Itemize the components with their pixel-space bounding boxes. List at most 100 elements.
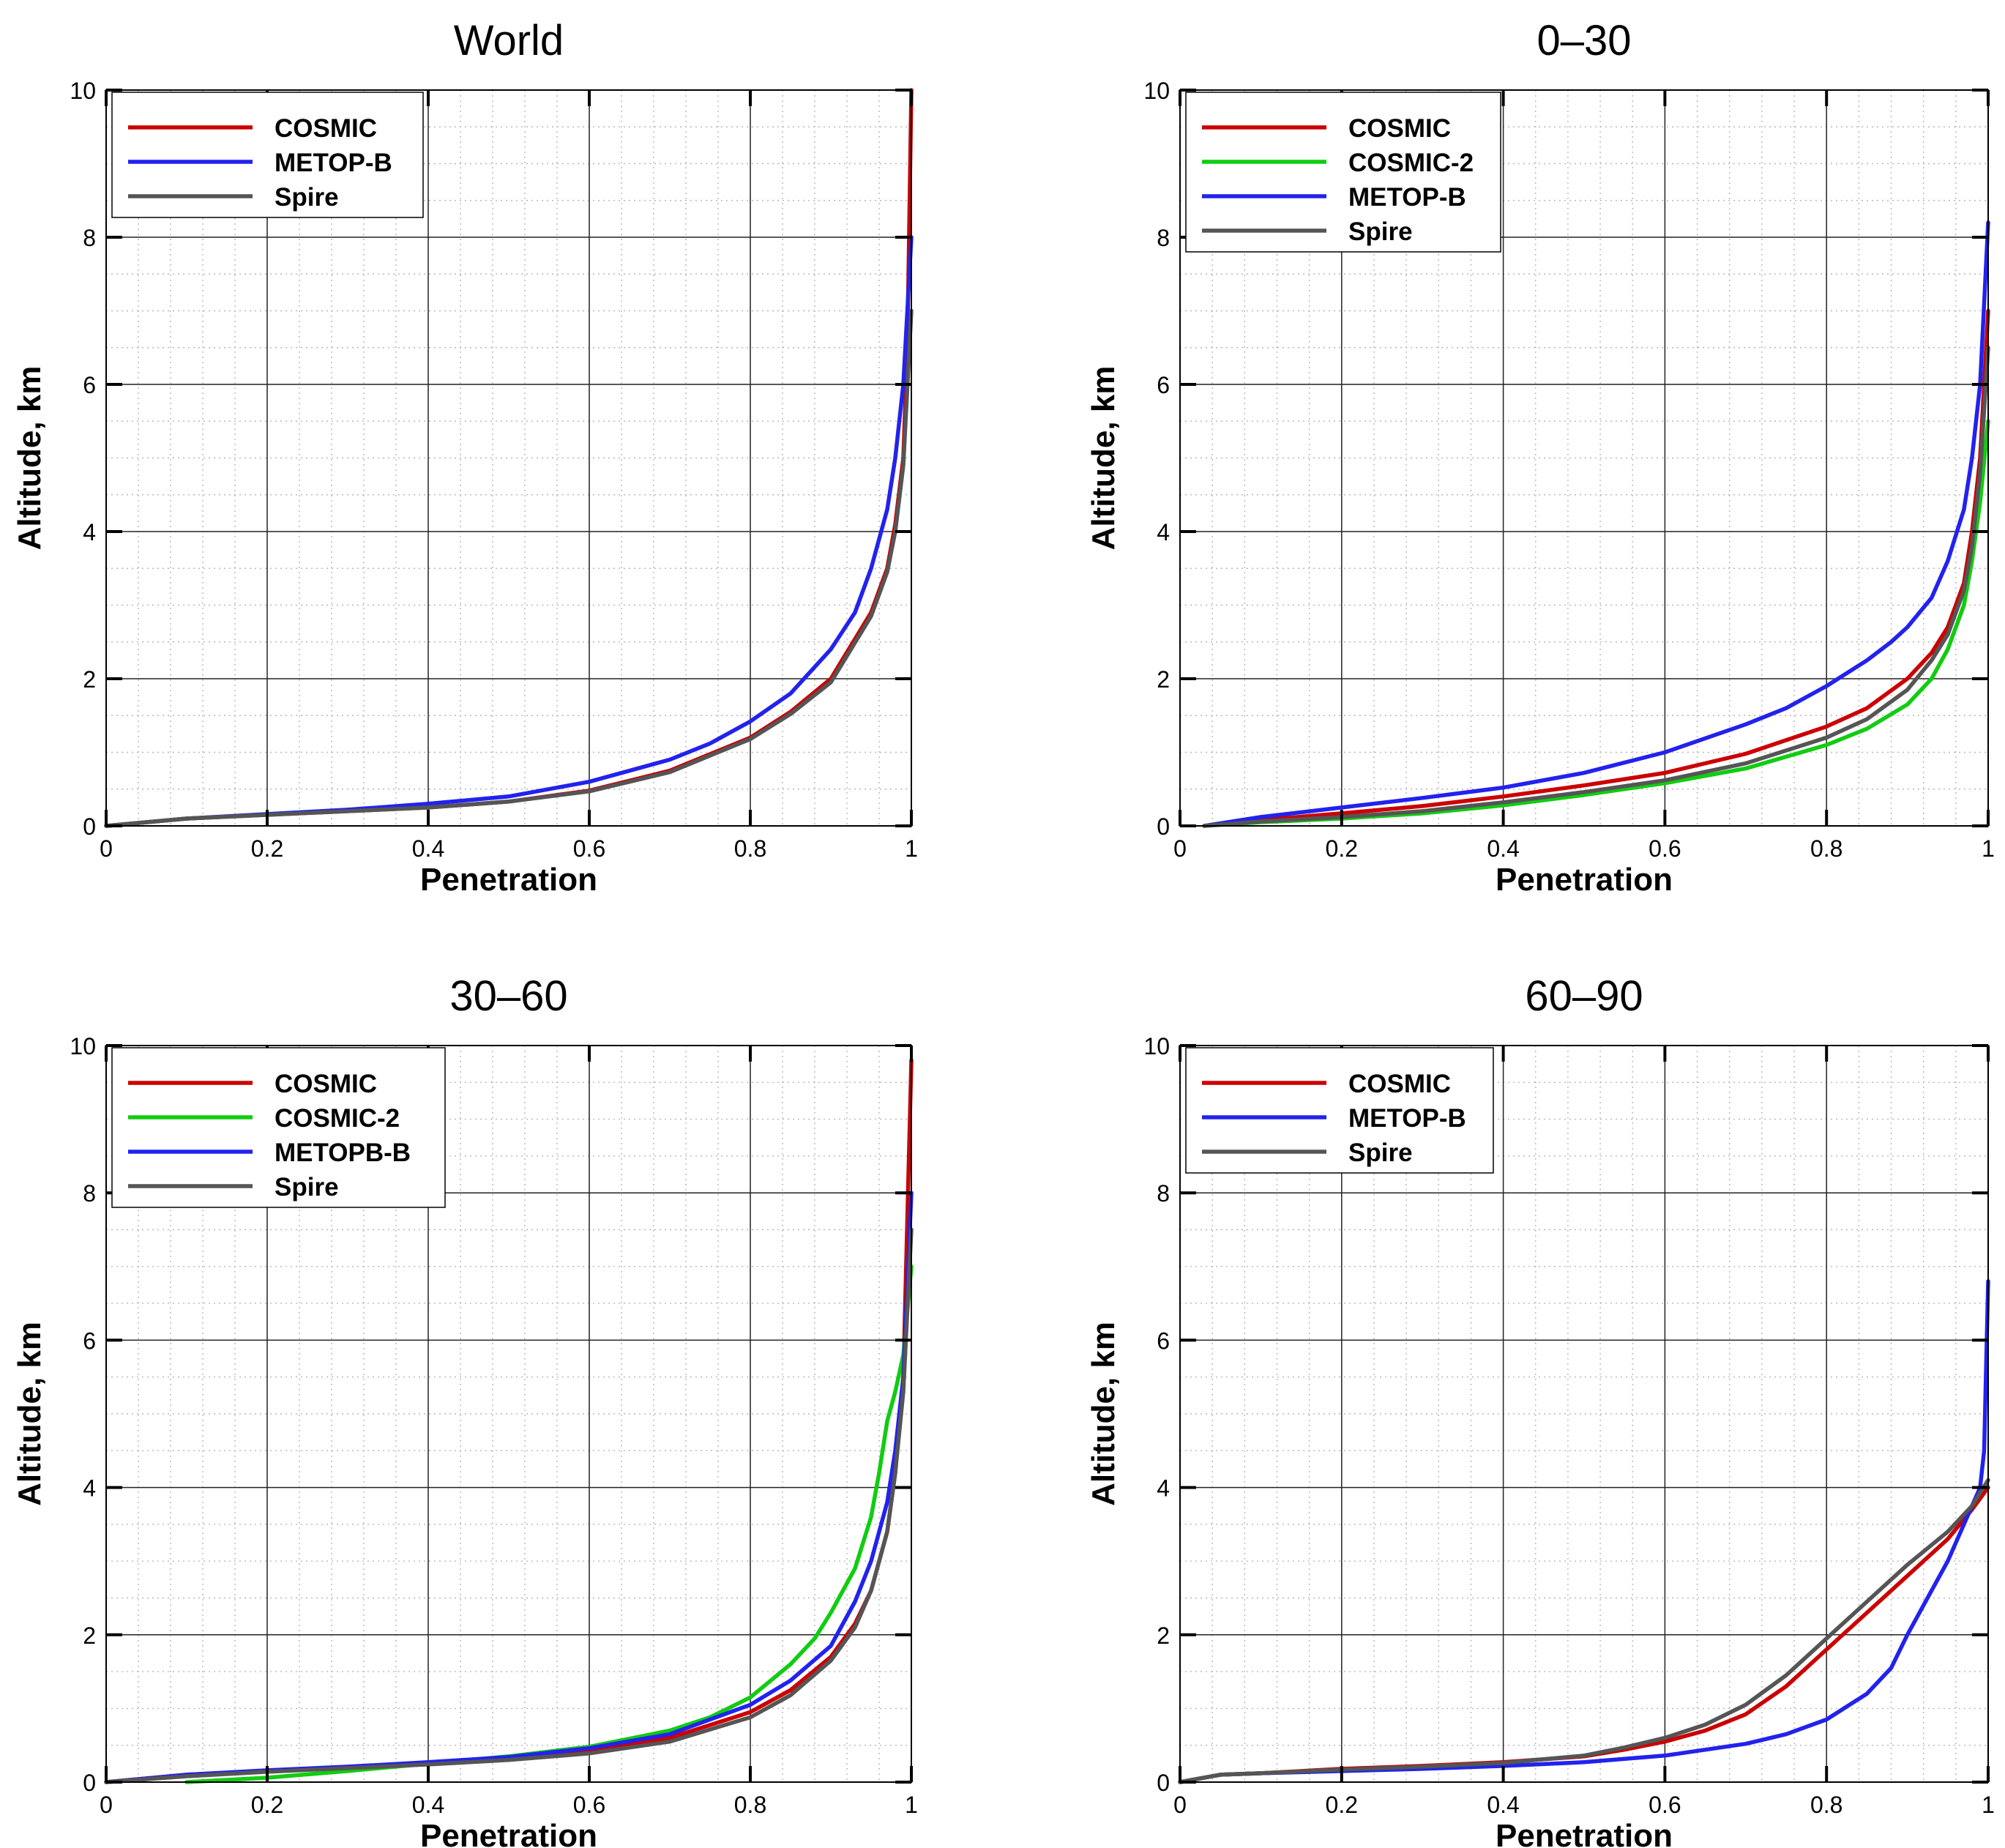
series-line-spire [104,1227,914,1784]
x-tick-label: 0 [100,835,113,862]
chart-panel-2: 0 0.2 0.4 0.6 0.8 102468100–30PenetrationAlti… [1086,17,1995,898]
y-tick-label: 8 [83,1180,96,1207]
x-tick-label: 0.6 [573,1792,605,1818]
chart-panel-4: 0 0.2 0.4 0.6 0.8 1024681060–90PenetrationAlt… [1086,972,1995,1848]
y-tick-label: 4 [1157,519,1170,545]
x-tick-label: 0.8 [734,835,766,862]
series-lines [1202,220,1990,828]
legend-label: METOP-B [275,149,392,177]
chart-panel-3: 0 0.2 0.4 0.6 0.8 1024681030–60PenetrationAlt… [12,972,918,1848]
y-axis-label: Altitude, km [12,366,48,551]
legend-label: COSMIC [275,1070,377,1098]
x-tick-label: 0 [1173,1792,1187,1818]
series-line-metop-b [1178,1279,1990,1784]
plot-frame [1179,89,1989,827]
x-tick-label: 1 [1982,1792,1995,1818]
series-line-cosmic-2 [1202,419,1990,828]
x-tick-label: 0.2 [1326,835,1358,862]
legend-label: COSMIC [1348,1070,1451,1098]
x-tick-label: 1 [1982,835,1995,862]
y-tick-label: 4 [83,1475,96,1502]
series-lines [1178,1279,1990,1784]
y-tick-label: 4 [1157,1475,1170,1502]
y-tick-label: 6 [83,1327,96,1354]
y-tick-label: 6 [1157,372,1170,398]
x-axis-label: Penetration [1496,1818,1673,1848]
y-tick-label: 8 [83,225,96,251]
y-tick-label: 0 [1157,813,1170,840]
x-tick-label: 0.4 [412,1792,444,1818]
x-tick-label: 0.6 [1649,835,1681,862]
x-tick-label: 0.6 [573,835,605,862]
x-axis-label: Penetration [420,862,597,898]
chart-title: 60–90 [1525,972,1643,1020]
series-line-metop-b [1202,220,1990,828]
legend: COSMIC METOP-B Spire [111,92,424,218]
series-line-cosmic-2 [184,1264,914,1784]
legend-label: Spire [275,183,339,212]
y-tick-label: 10 [70,1033,96,1059]
y-tick-label: 10 [70,78,96,104]
y-tick-label: 0 [83,1770,96,1796]
chart-panel-1: 0 0.2 0.4 0.6 0.8 10246810WorldPenetrationAlt… [12,17,918,898]
x-tick-label: 0.2 [251,1792,283,1818]
y-tick-label: 2 [1157,1622,1170,1649]
x-tick-label: 1 [905,1792,918,1818]
major-grid [106,1046,911,1782]
y-tick-label: 6 [1157,1327,1170,1354]
chart-title: 0–30 [1537,17,1631,64]
legend: COSMIC COSMIC-2 METOP-B Spire [1185,92,1501,253]
chart-title: 30–60 [449,972,567,1020]
x-tick-label: 0.6 [1649,1792,1681,1818]
y-tick-label: 8 [1157,225,1170,251]
x-tick-label: 0.2 [251,835,283,862]
y-tick-label: 2 [83,666,96,693]
series-lines [104,1058,914,1784]
series-line-spire [104,308,914,828]
legend: COSMIC COSMIC-2 METOPB-B Spire [111,1047,446,1208]
x-tick-label: 1 [905,835,918,862]
x-tick-label: 0 [1173,835,1187,862]
legend-label: COSMIC [275,114,377,143]
legend-label: METOP-B [1348,1104,1466,1133]
legend-label: Spire [275,1173,339,1201]
x-tick-label: 0.8 [1810,1792,1842,1818]
legend-label: METOP-B [1348,183,1466,212]
legend-label: METOPB-B [275,1139,411,1167]
legend-box [1185,92,1501,253]
y-tick-label: 0 [1157,1770,1170,1796]
major-grid [1180,1046,1988,1782]
y-tick-label: 2 [83,1622,96,1649]
legend-label: COSMIC-2 [1348,149,1474,177]
y-tick-label: 8 [1157,1180,1170,1207]
y-axis-label: Altitude, km [1086,366,1121,551]
series-line-spire [1202,346,1990,828]
chart-title: World [454,17,564,64]
x-tick-label: 0 [100,1792,113,1818]
x-tick-label: 0.8 [734,1792,766,1818]
legend-label: COSMIC [1348,114,1451,143]
y-axis-label: Altitude, km [1086,1322,1121,1506]
legend: COSMIC METOP-B Spire [1185,1047,1494,1174]
y-tick-label: 2 [1157,666,1170,693]
x-tick-label: 0.2 [1326,1792,1358,1818]
x-tick-label: 0.4 [1487,1792,1519,1818]
plot-frame [105,1045,912,1783]
plot-frame [105,89,912,827]
legend-box [111,1047,446,1208]
y-tick-label: 4 [83,519,96,545]
legend-label: COSMIC-2 [275,1104,400,1133]
x-axis-label: Penetration [1496,862,1673,898]
x-tick-label: 0.8 [1810,835,1842,862]
y-tick-label: 10 [1143,78,1170,104]
y-tick-label: 0 [83,813,96,840]
x-axis-label: Penetration [420,1818,597,1848]
x-tick-label: 0.4 [1487,835,1519,862]
series-line-spire [1178,1478,1990,1784]
legend-label: Spire [1348,217,1413,246]
legend-label: Spire [1348,1139,1413,1167]
y-tick-label: 6 [83,372,96,398]
y-tick-label: 10 [1143,1033,1170,1059]
